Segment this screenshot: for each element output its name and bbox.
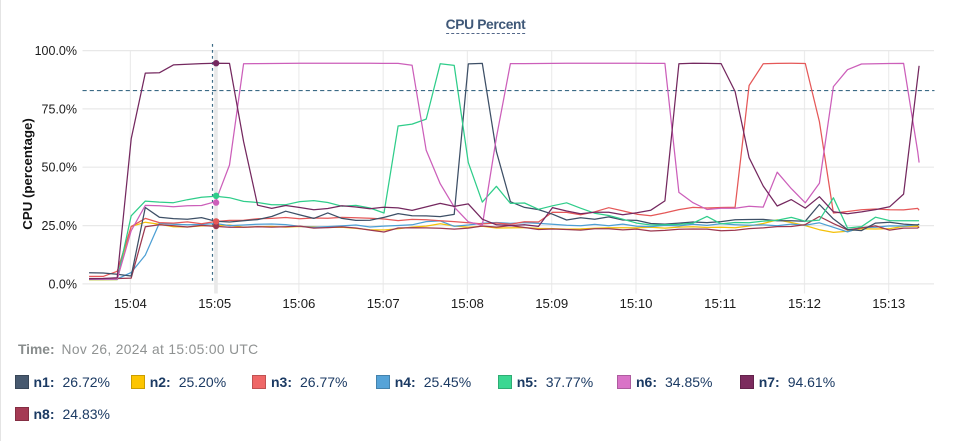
svg-text:CPU (percentage): CPU (percentage) <box>20 118 35 230</box>
svg-text:0.0%: 0.0% <box>49 277 78 291</box>
svg-text:15:04: 15:04 <box>114 296 147 311</box>
svg-text:15:09: 15:09 <box>535 296 568 311</box>
svg-text:15:08: 15:08 <box>451 296 484 311</box>
svg-text:15:13: 15:13 <box>872 296 905 311</box>
svg-text:15:06: 15:06 <box>282 296 315 311</box>
svg-text:50.0%: 50.0% <box>42 161 77 175</box>
svg-text:100.0%: 100.0% <box>35 44 77 58</box>
svg-text:15:07: 15:07 <box>367 296 400 311</box>
svg-text:75.0%: 75.0% <box>42 102 77 116</box>
svg-text:15:12: 15:12 <box>788 296 821 311</box>
svg-text:15:11: 15:11 <box>704 296 736 311</box>
svg-text:15:05: 15:05 <box>198 296 231 311</box>
svg-text:15:10: 15:10 <box>619 296 652 311</box>
svg-text:25.0%: 25.0% <box>42 219 77 233</box>
